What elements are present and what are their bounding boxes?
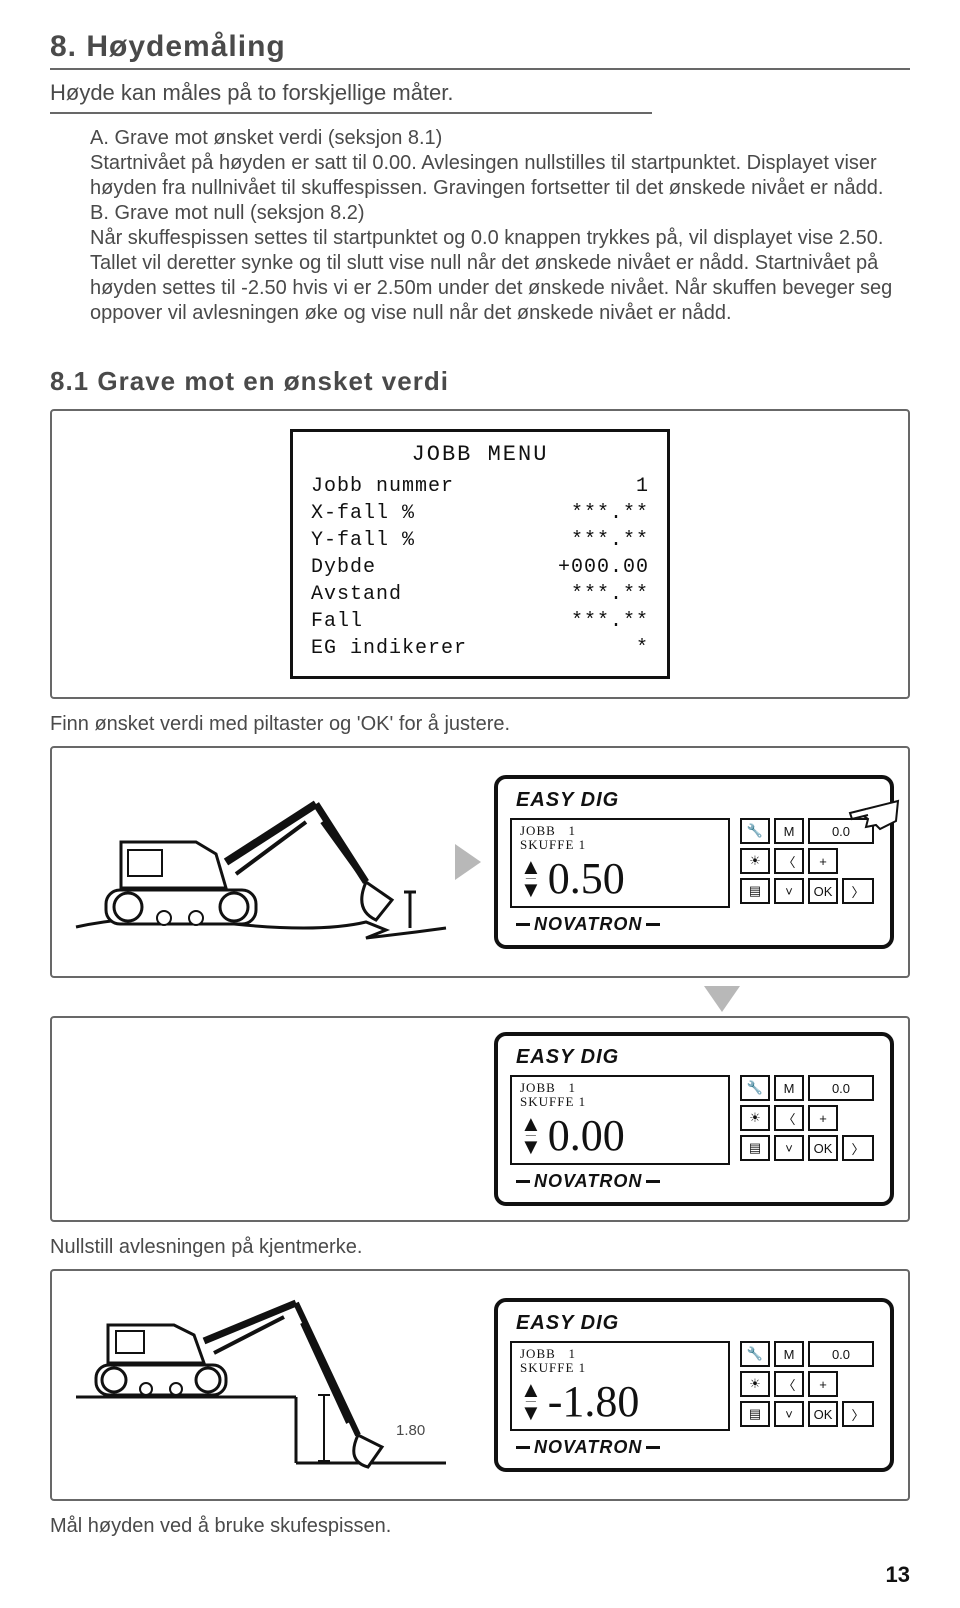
screen-bucket-line: SKUFFE 1 xyxy=(520,1361,720,1375)
right-button[interactable]: 〉 xyxy=(842,878,874,904)
subtitle-underline xyxy=(50,112,652,114)
down-button[interactable]: ˅ xyxy=(774,878,804,904)
menu-row-label: EG indikerer xyxy=(311,635,467,662)
screen-value: 0.50 xyxy=(548,853,625,904)
menu-row: Avstand ***.** xyxy=(311,581,649,608)
device-screen: JOBB 1 SKUFFE 1 ▲—▼ 0.00 xyxy=(510,1075,730,1165)
device-screen: JOBB 1 SKUFFE 1 ▲—▼ 0.50 xyxy=(510,818,730,908)
m-button[interactable]: M xyxy=(774,1075,804,1101)
screen-bucket-line: SKUFFE 1 xyxy=(520,838,720,852)
wrench-button[interactable]: 🔧 xyxy=(740,818,770,844)
down-button[interactable]: ˅ xyxy=(774,1135,804,1161)
menu-row-value: ***.** xyxy=(571,500,649,527)
arrow-down-icon xyxy=(50,986,910,1012)
menu-panel: JOBB MENU Jobb nummer1X-fall %***.**Y-fa… xyxy=(50,409,910,699)
caption-adjust: Finn ønsket verdi med piltaster og 'OK' … xyxy=(50,713,910,736)
lamp-button[interactable]: ▤ xyxy=(740,1401,770,1427)
level-arrow-icon: ▲—▼ xyxy=(520,859,542,897)
menu-row: EG indikerer * xyxy=(311,635,649,662)
screen-job-line: JOBB 1 xyxy=(520,1347,720,1361)
menu-box: JOBB MENU Jobb nummer1X-fall %***.**Y-fa… xyxy=(290,429,670,679)
menu-row-label: Fall xyxy=(311,608,363,635)
caption-measure: Mål høyden ved å bruke skufespissen. xyxy=(50,1515,910,1538)
wrench-button[interactable]: 🔧 xyxy=(740,1075,770,1101)
ok-button[interactable]: OK xyxy=(808,1401,838,1427)
right-button[interactable]: 〉 xyxy=(842,1135,874,1161)
title-underline xyxy=(50,68,910,70)
m-readout: 0.0 xyxy=(808,1341,874,1367)
m-button[interactable]: M xyxy=(774,818,804,844)
device-screen: JOBB 1 SKUFFE 1 ▲—▼ -1.80 xyxy=(510,1341,730,1431)
level-arrow-icon: ▲—▼ xyxy=(520,1382,542,1420)
excavator-illustration xyxy=(66,762,456,962)
device-logo: NOVATRON xyxy=(516,1437,878,1458)
device-brand: EASY DIG xyxy=(516,1046,878,1069)
menu-row-label: X-fall % xyxy=(311,500,415,527)
ok-button[interactable]: OK xyxy=(808,878,838,904)
menu-row-value: ***.** xyxy=(571,608,649,635)
device-display-1: EASY DIG JOBB 1 SKUFFE 1 ▲—▼ 0.50 🔧 M 0.… xyxy=(494,775,894,949)
m-button[interactable]: M xyxy=(774,1341,804,1367)
device-controls: 🔧 M 0.0 ☀ 〈 + ▤ ˅ OK 〉 xyxy=(740,1075,874,1161)
device-brand: EASY DIG xyxy=(516,789,878,812)
menu-row-value: 1 xyxy=(636,473,649,500)
menu-row-label: Jobb nummer xyxy=(311,473,454,500)
menu-title: JOBB MENU xyxy=(311,442,649,467)
arrow-right-icon xyxy=(448,842,488,882)
step-3-panel: 1.80 EASY DIG JOBB 1 SKUFFE 1 ▲—▼ -1.80 … xyxy=(50,1269,910,1501)
page-title: 8. Høydemåling xyxy=(50,30,910,64)
section-8-1-title: 8.1 Grave mot en ønsket verdi xyxy=(50,366,910,397)
m-readout: 0.0 xyxy=(808,1075,874,1101)
menu-row: Jobb nummer 1 xyxy=(311,473,649,500)
menu-row: Fall ***.** xyxy=(311,608,649,635)
menu-row: Y-fall % ***.** xyxy=(311,527,649,554)
ok-button[interactable]: OK xyxy=(808,1135,838,1161)
body-paragraph: A. Grave mot ønsket verdi (seksjon 8.1) … xyxy=(50,126,910,326)
lamp-button[interactable]: ▤ xyxy=(740,878,770,904)
pointing-hand-icon xyxy=(846,793,900,833)
screen-job-line: JOBB 1 xyxy=(520,824,720,838)
device-controls: 🔧 M 0.0 ☀ 〈 + ▤ ˅ OK 〉 xyxy=(740,1341,874,1427)
lamp-button[interactable]: ▤ xyxy=(740,1135,770,1161)
left-button[interactable]: 〈 xyxy=(774,1105,804,1131)
screen-bucket-line: SKUFFE 1 xyxy=(520,1095,720,1109)
step-2-panel: EASY DIG JOBB 1 SKUFFE 1 ▲—▼ 0.00 🔧 M 0.… xyxy=(50,1016,910,1222)
step-1-panel: EASY DIG JOBB 1 SKUFFE 1 ▲—▼ 0.50 🔧 M 0.… xyxy=(50,746,910,978)
device-logo: NOVATRON xyxy=(516,1171,878,1192)
plus-button[interactable]: + xyxy=(808,1371,838,1397)
screen-value: -1.80 xyxy=(548,1376,640,1427)
menu-row-label: Dybde xyxy=(311,554,376,581)
brightness-button[interactable]: ☀ xyxy=(740,848,770,874)
excavator-illustration-2: 1.80 xyxy=(66,1285,456,1485)
device-brand: EASY DIG xyxy=(516,1312,878,1335)
menu-row-value: ***.** xyxy=(571,581,649,608)
plus-button[interactable]: + xyxy=(808,1105,838,1131)
menu-row-value: * xyxy=(636,635,649,662)
device-display-2: EASY DIG JOBB 1 SKUFFE 1 ▲—▼ 0.00 🔧 M 0.… xyxy=(494,1032,894,1206)
down-button[interactable]: ˅ xyxy=(774,1401,804,1427)
screen-value: 0.00 xyxy=(548,1110,625,1161)
menu-row-value: +000.00 xyxy=(558,554,649,581)
caption-null: Nullstill avlesningen på kjentmerke. xyxy=(50,1236,910,1259)
brightness-button[interactable]: ☀ xyxy=(740,1371,770,1397)
wrench-button[interactable]: 🔧 xyxy=(740,1341,770,1367)
right-button[interactable]: 〉 xyxy=(842,1401,874,1427)
left-button[interactable]: 〈 xyxy=(774,1371,804,1397)
page-number: 13 xyxy=(50,1562,910,1588)
level-arrow-icon: ▲—▼ xyxy=(520,1116,542,1154)
menu-row-value: ***.** xyxy=(571,527,649,554)
device-logo: NOVATRON xyxy=(516,914,878,935)
left-button[interactable]: 〈 xyxy=(774,848,804,874)
menu-row: X-fall % ***.** xyxy=(311,500,649,527)
brightness-button[interactable]: ☀ xyxy=(740,1105,770,1131)
subtitle: Høyde kan måles på to forskjellige måter… xyxy=(50,80,910,106)
menu-row-label: Y-fall % xyxy=(311,527,415,554)
depth-label: 1.80 xyxy=(396,1422,425,1439)
screen-job-line: JOBB 1 xyxy=(520,1081,720,1095)
plus-button[interactable]: + xyxy=(808,848,838,874)
menu-row-label: Avstand xyxy=(311,581,402,608)
device-display-3: EASY DIG JOBB 1 SKUFFE 1 ▲—▼ -1.80 🔧 M 0… xyxy=(494,1298,894,1472)
menu-row: Dybde +000.00 xyxy=(311,554,649,581)
